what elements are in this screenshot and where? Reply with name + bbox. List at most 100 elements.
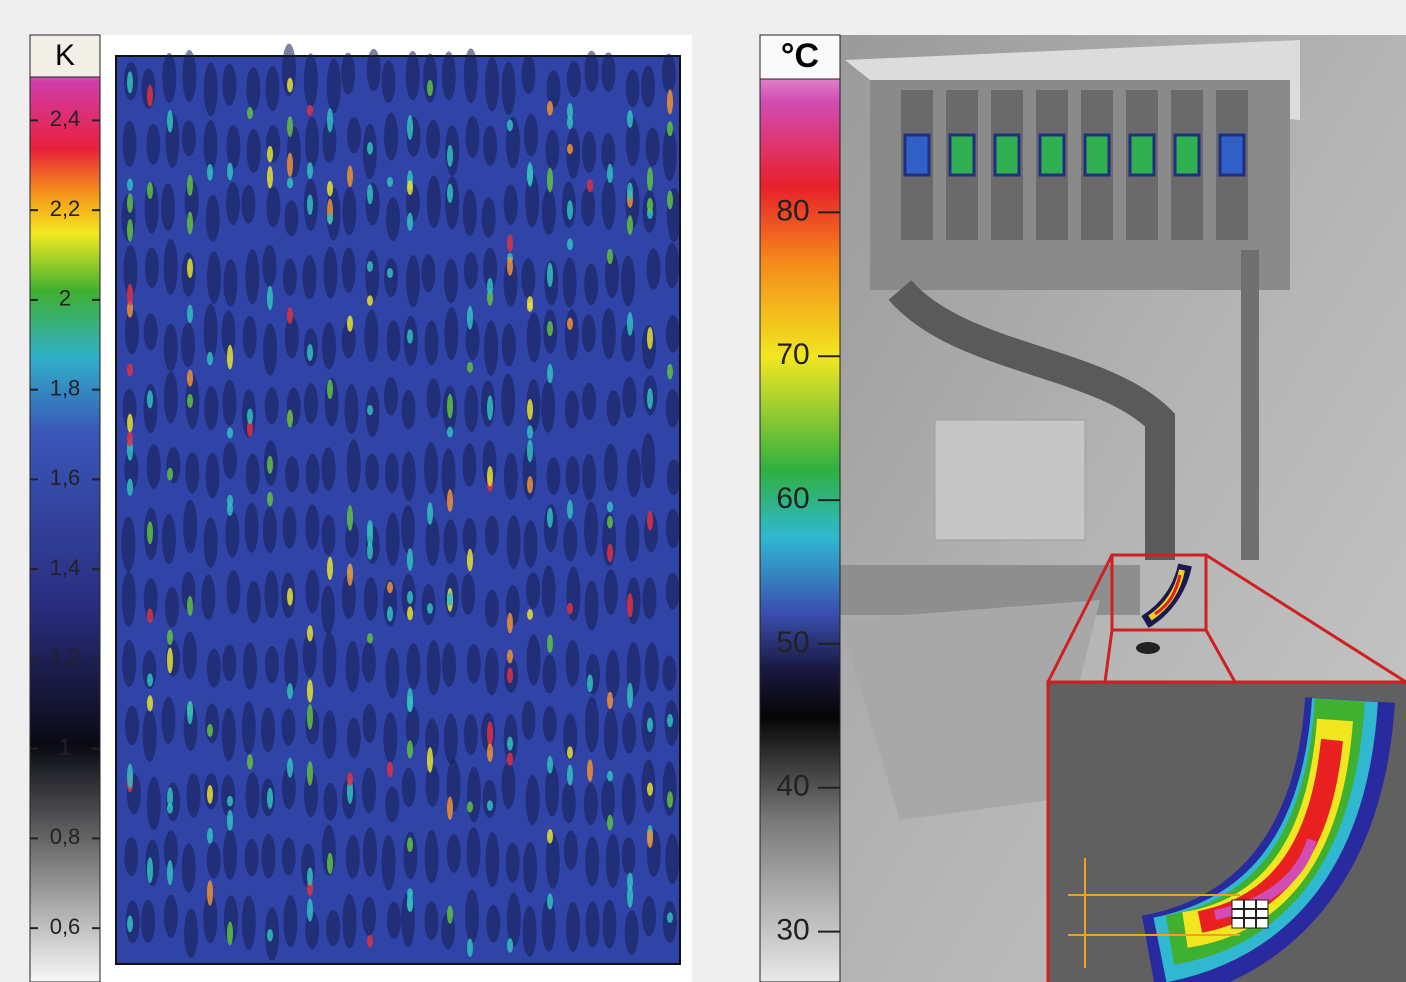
dark-spot [563,257,577,307]
dark-spot [321,585,335,633]
dark-spot [162,514,176,564]
hot-spot [307,898,313,921]
hot-spot [567,116,573,129]
dark-spot [401,505,415,553]
dark-spot [646,248,660,290]
hot-spot [307,162,313,179]
dark-spot [247,129,261,173]
dark-spot [262,245,276,288]
fuse-window [995,135,1019,175]
dark-spot [285,456,299,492]
dark-spot [263,323,277,375]
dark-spot [426,120,440,159]
hot-spot [207,164,213,181]
hot-spot [407,898,413,912]
hot-spot [207,828,213,844]
dark-spot [426,516,440,566]
hot-spot [367,935,373,947]
hot-spot [267,492,273,507]
dark-spot [204,386,218,430]
dark-spot [245,772,259,819]
dark-spot [124,837,138,876]
tick-label: 80 [776,194,809,227]
hot-spot [167,860,173,885]
dark-spot [546,457,560,494]
hot-spot [187,305,193,323]
dark-spot [521,55,535,94]
dark-spot [264,570,278,618]
dark-spot [466,116,480,158]
dark-spot [527,312,541,362]
hot-spot [487,721,493,747]
dark-spot [584,502,598,557]
hot-spot [407,606,413,620]
hot-spot [127,431,133,446]
dark-spot [226,182,240,225]
dark-spot [222,64,236,106]
dark-spot [627,449,641,497]
hot-spot [147,857,153,883]
dark-spot [206,453,220,499]
hot-spot [227,922,233,946]
hot-spot [327,181,333,196]
dark-spot [245,249,259,304]
dark-spot [182,120,196,156]
dark-spot [322,710,336,759]
dark-spot [383,712,397,763]
hot-spot [147,521,153,544]
hot-spot [167,803,173,813]
dark-spot [182,843,196,892]
hot-spot [147,695,153,711]
hot-spot [667,89,673,114]
dark-spot [507,893,521,947]
dark-spot [663,761,677,816]
hot-spot [387,177,393,187]
fuse-window [1130,135,1154,175]
unit-label: °C [781,37,819,75]
hot-spot [167,468,173,481]
dark-spot [283,895,297,947]
hot-spot [127,363,133,376]
dark-spot [666,389,680,427]
dark-spot [402,768,416,808]
hot-spot [127,219,133,242]
hot-spot [367,295,373,305]
hot-spot [627,312,633,336]
dark-spot [385,787,399,823]
dark-spot [486,905,500,942]
hot-spot [187,175,193,196]
dark-spot [305,505,319,550]
hot-spot [207,352,213,366]
hot-spot [427,603,433,614]
hot-spot [547,756,553,774]
dark-spot [463,189,477,236]
hot-spot [647,718,653,733]
dark-spot [582,454,596,501]
hot-spot [507,649,513,663]
hot-spot [607,502,613,513]
dark-spot [342,894,356,948]
hot-spot [347,772,353,785]
dark-spot [426,764,440,807]
dark-spot [406,706,420,748]
hot-spot [667,791,673,808]
hot-spot [287,78,293,93]
dark-spot [466,827,480,877]
dark-spot [443,519,457,563]
hot-spot [547,263,553,287]
hot-spot [667,714,673,727]
hot-spot [507,938,513,953]
dark-spot [382,835,396,891]
hot-spot [447,592,453,605]
hot-spot [127,179,133,191]
hot-spot [287,177,293,188]
hot-spot [187,701,193,724]
dark-spot [522,701,536,740]
hot-spot [387,582,393,594]
dark-spot [501,374,515,427]
hot-spot [547,634,553,652]
dark-spot [165,587,179,628]
dark-spot [502,62,516,115]
dark-spot [504,184,518,225]
hot-spot [667,121,673,136]
